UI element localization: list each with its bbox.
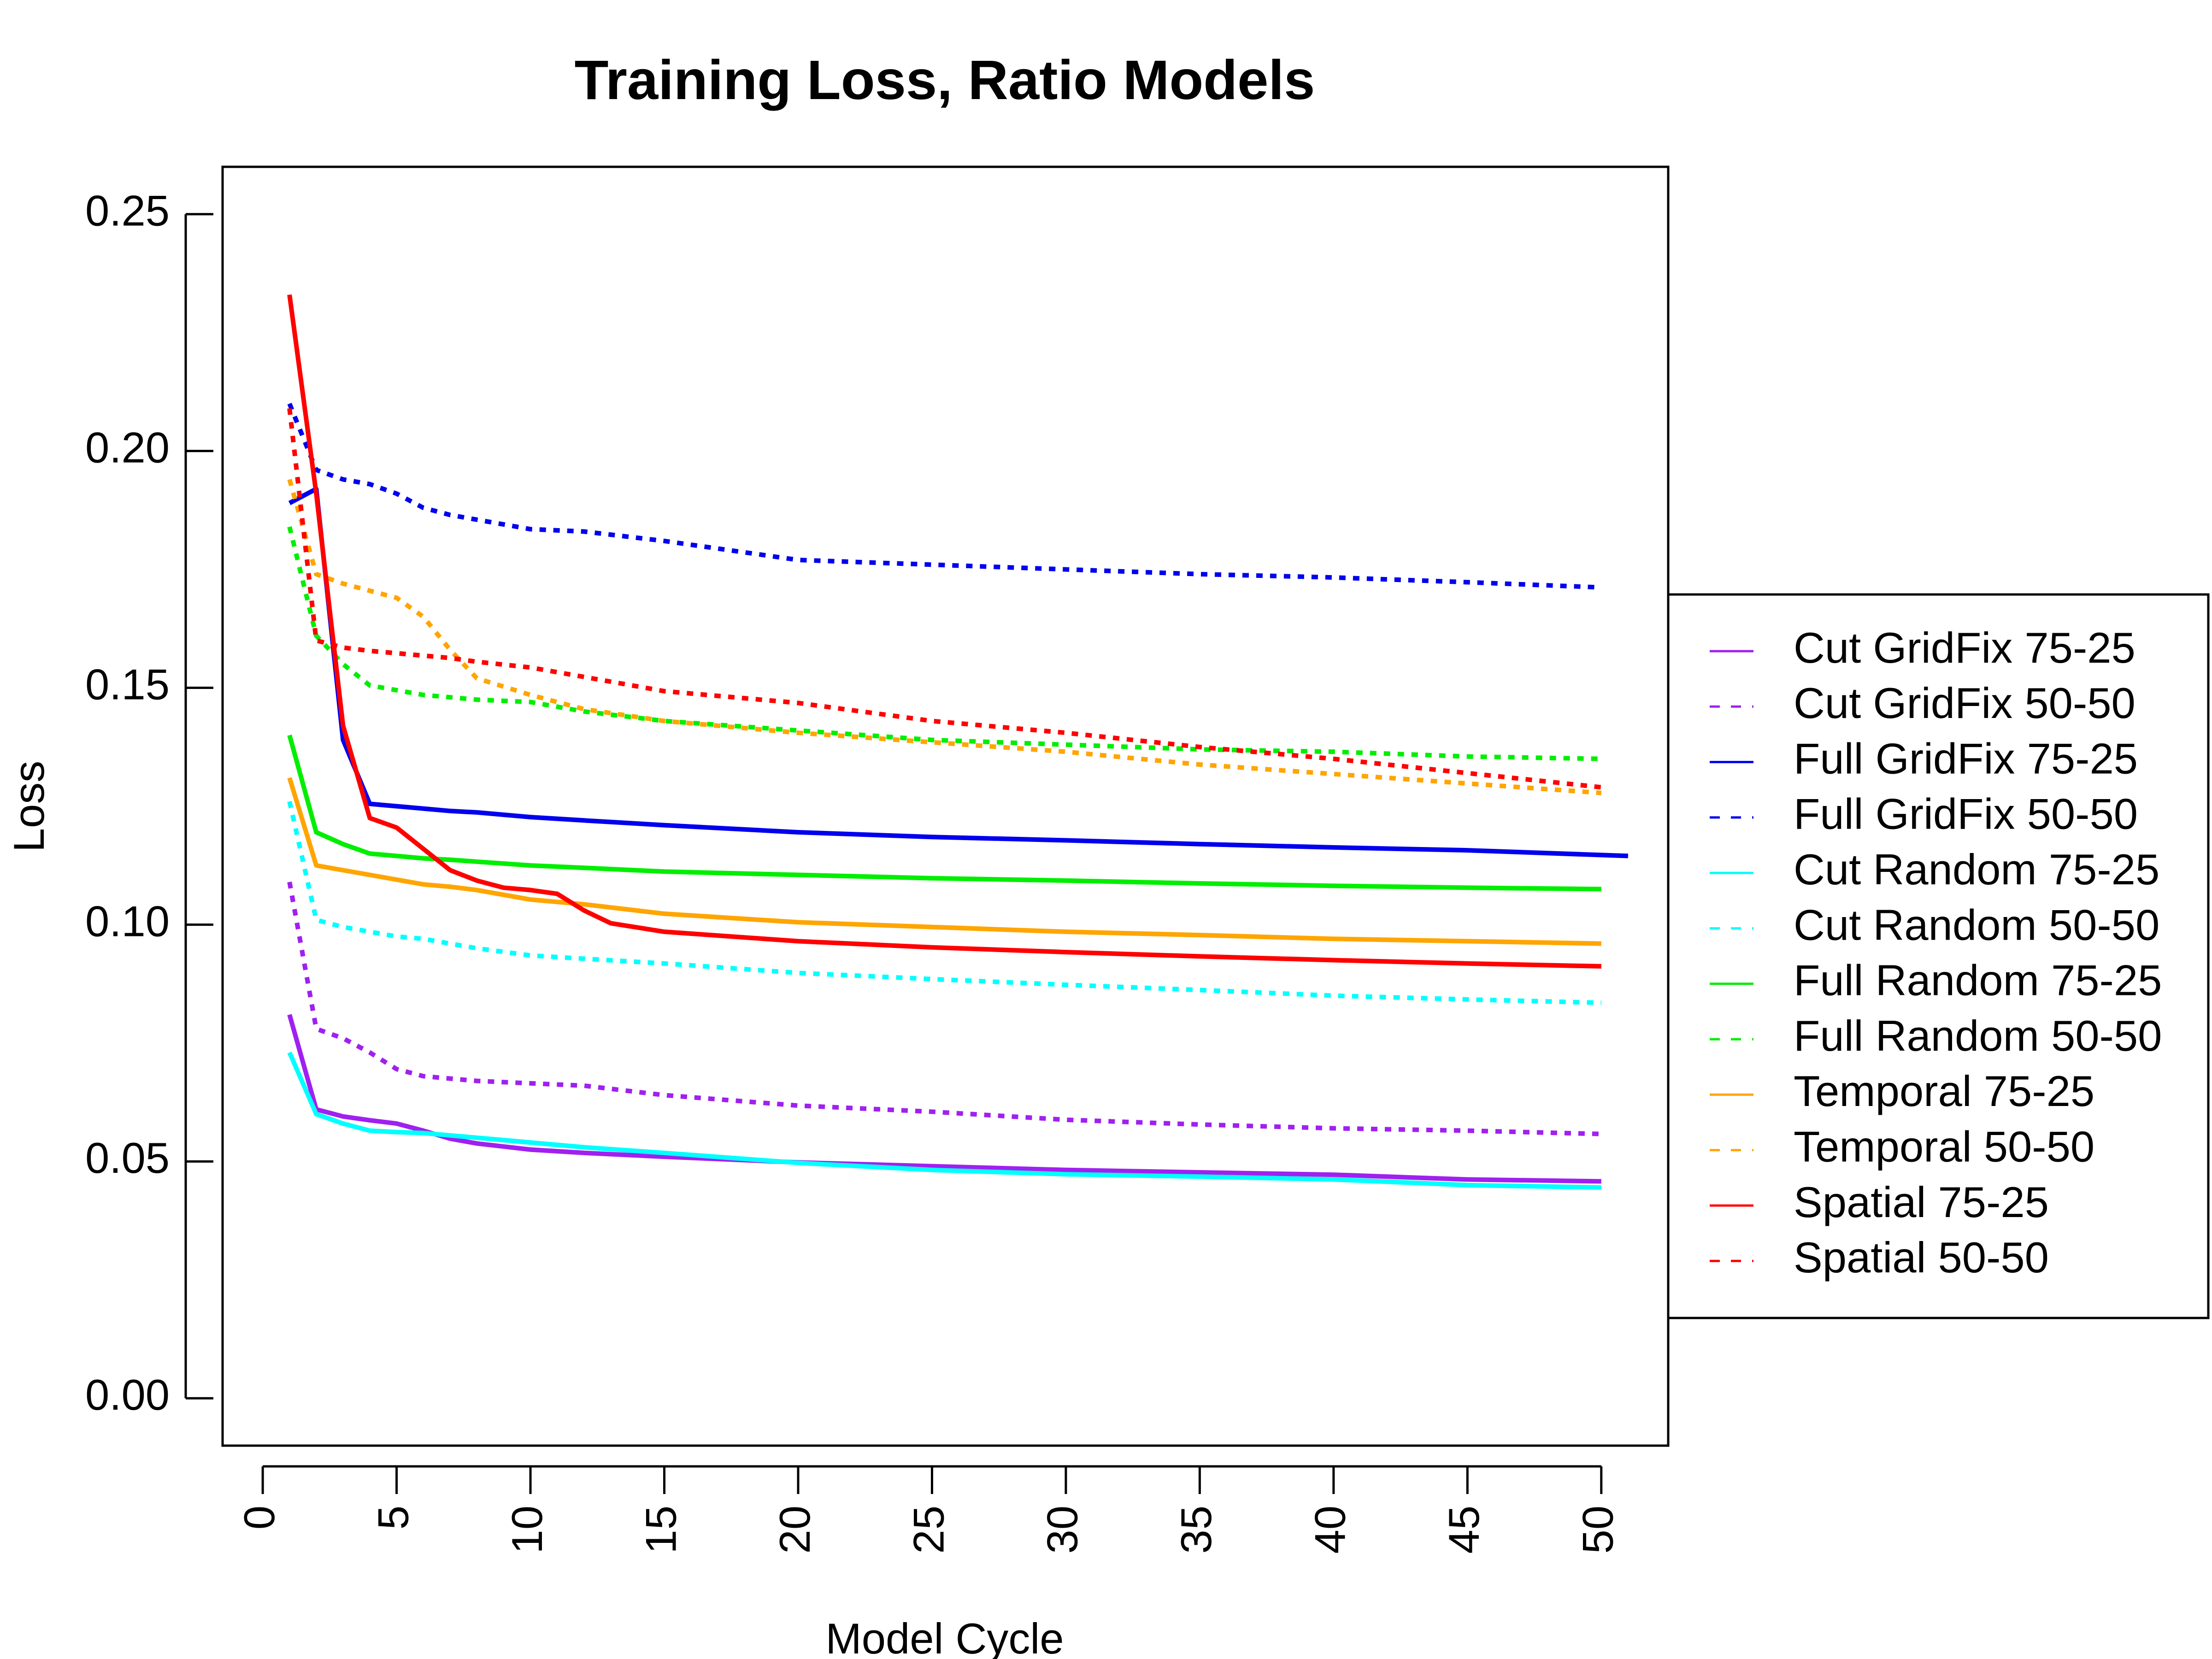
y-tick-label: 0.05 — [85, 1134, 170, 1182]
x-tick-label: 15 — [636, 1506, 685, 1554]
x-tick-label: 50 — [1574, 1506, 1622, 1554]
x-tick-label: 0 — [235, 1506, 283, 1530]
series-line-cut-gridfix-50-50 — [287, 882, 1601, 1136]
x-tick-label: 40 — [1306, 1506, 1354, 1554]
legend-label-cut-random-50-50: Cut Random 50-50 — [1794, 900, 2159, 949]
legend-label-spatial-75-25: Spatial 75-25 — [1794, 1178, 2049, 1226]
legend-label-full-gridfix-75-25: Full GridFix 75-25 — [1794, 734, 2138, 782]
series-line-full-gridfix-50-50 — [287, 403, 1601, 590]
legend-label-temporal-50-50: Temporal 50-50 — [1794, 1123, 2094, 1171]
legend-label-full-gridfix-50-50: Full GridFix 50-50 — [1794, 790, 2138, 838]
y-tick-label: 0.20 — [85, 423, 170, 471]
y-tick-label: 0.15 — [85, 660, 170, 708]
series-layer — [287, 294, 1629, 1190]
x-tick-label: 20 — [771, 1506, 819, 1554]
y-axis: 0.00 0.05 0.10 0.15 0.20 0.25 — [85, 187, 213, 1419]
legend-label-full-random-50-50: Full Random 50-50 — [1794, 1012, 2162, 1060]
x-tick-label: 25 — [904, 1506, 953, 1554]
series-line-spatial-50-50 — [287, 408, 1602, 790]
series-line-full-gridfix-75-25 — [288, 486, 1629, 859]
plot-frame — [221, 165, 1670, 1447]
series-line-cut-random-50-50 — [287, 801, 1601, 1005]
series-line-cut-gridfix-75-25 — [287, 1014, 1601, 1184]
legend-box — [1667, 593, 2210, 1319]
x-tick-label: 5 — [369, 1506, 417, 1530]
chart-title: Training Loss, Ratio Models — [575, 48, 1315, 111]
legend-label-spatial-50-50: Spatial 50-50 — [1794, 1233, 2049, 1282]
series-line-temporal-75-25 — [287, 777, 1601, 946]
series-line-full-random-75-25 — [287, 734, 1601, 892]
series-line-temporal-50-50 — [287, 478, 1602, 795]
series-line-cut-random-75-25 — [287, 1051, 1601, 1190]
y-tick-label: 0.00 — [85, 1371, 170, 1419]
y-tick-label: 0.25 — [85, 187, 170, 235]
y-axis-label: Loss — [5, 761, 53, 853]
legend-label-temporal-75-25: Temporal 75-25 — [1794, 1067, 2094, 1115]
y-tick-label: 0.10 — [85, 897, 170, 945]
legend-label-full-random-75-25: Full Random 75-25 — [1794, 956, 2162, 1005]
legend-label-cut-gridfix-50-50: Cut GridFix 50-50 — [1794, 679, 2136, 727]
legend-label-cut-random-75-25: Cut Random 75-25 — [1794, 845, 2159, 894]
x-tick-label: 10 — [503, 1506, 551, 1554]
x-tick-label: 45 — [1440, 1506, 1488, 1554]
series-line-full-random-50-50 — [287, 526, 1601, 761]
x-tick-label: 35 — [1172, 1506, 1220, 1554]
x-axis: 0 5 10 15 20 25 30 35 40 45 50 — [235, 1465, 1622, 1554]
x-axis-label: Model Cycle — [825, 1614, 1064, 1659]
x-tick-label: 30 — [1038, 1506, 1087, 1554]
legend-label-cut-gridfix-75-25: Cut GridFix 75-25 — [1794, 624, 2136, 672]
legend: Cut GridFix 75-25 Cut GridFix 50-50 Full G… — [1667, 593, 2210, 1319]
series-line-spatial-75-25 — [287, 294, 1601, 969]
